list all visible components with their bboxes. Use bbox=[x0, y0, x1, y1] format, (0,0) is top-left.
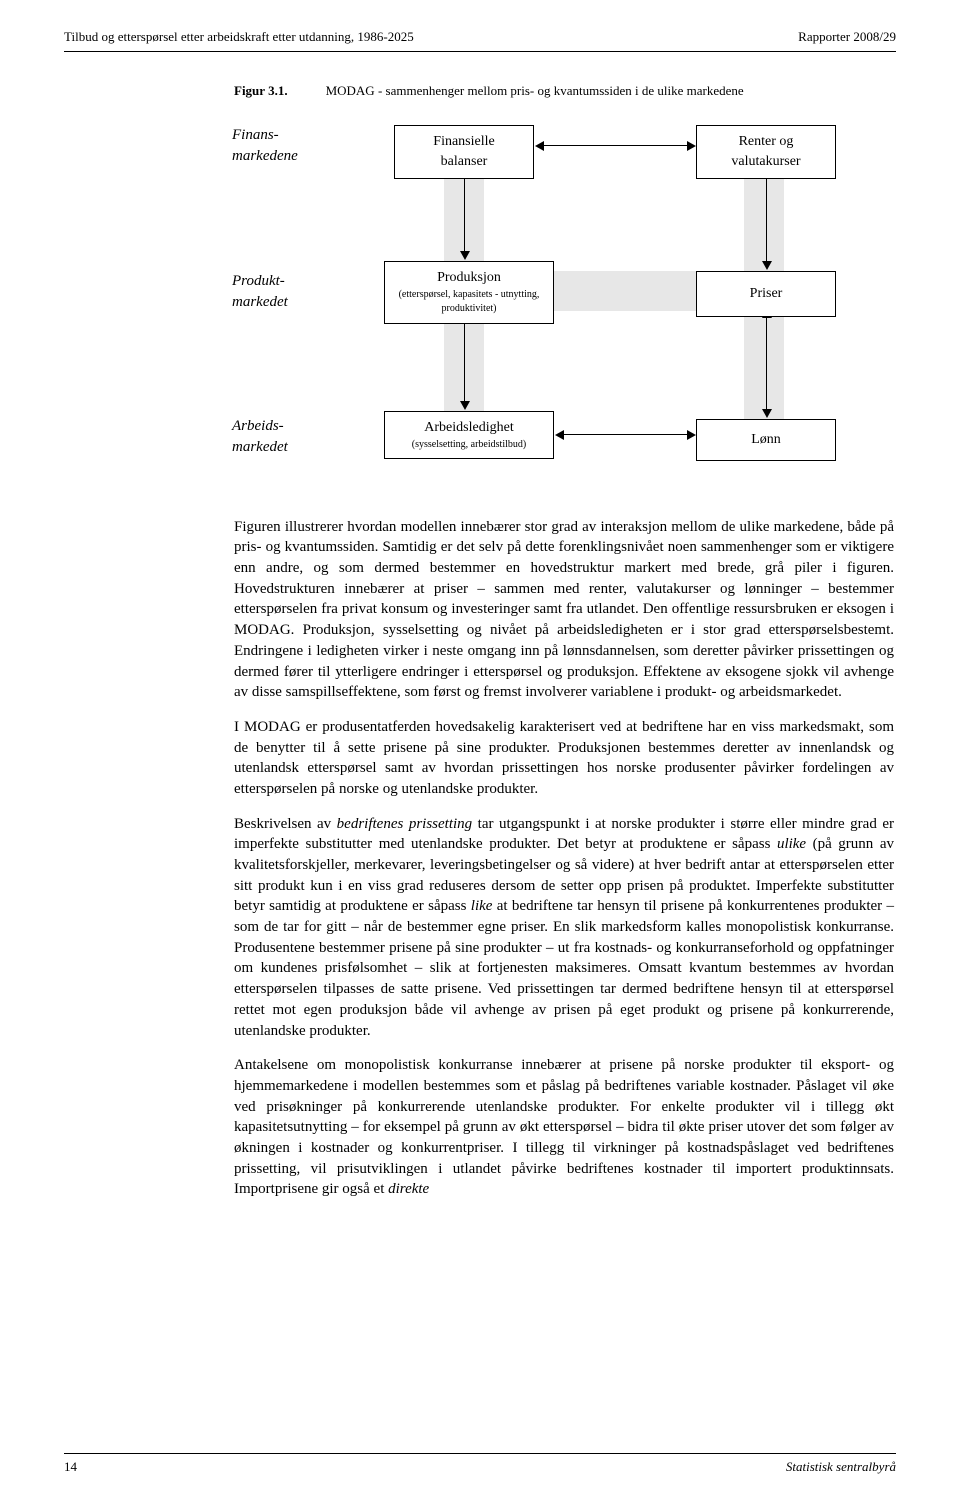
figure-caption: MODAG - sammenhenger mellom pris- og kva… bbox=[326, 82, 744, 101]
box-produksjon: Produksjon (etterspørsel, kapasitets - u… bbox=[384, 261, 554, 324]
figure-number: Figur 3.1. bbox=[234, 82, 288, 101]
box-lonn: Lønn bbox=[696, 419, 836, 461]
box-finansielle-balanser: Finansielle balanser bbox=[394, 125, 534, 180]
figure-heading: Figur 3.1. MODAG - sammenhenger mellom p… bbox=[234, 82, 896, 101]
paragraph-1: Figuren illustrerer hvordan modellen inn… bbox=[234, 517, 894, 703]
box-renter-valutakurser: Renter og valutakurser bbox=[696, 125, 836, 180]
paragraph-2: I MODAG er produsentatferden hovedsakeli… bbox=[234, 717, 894, 800]
modag-diagram: Finans- markedene Produkt- markedet Arbe… bbox=[244, 111, 884, 491]
header-title-left: Tilbud og etterspørsel etter arbeidskraf… bbox=[64, 28, 414, 47]
header-title-right: Rapporter 2008/29 bbox=[798, 28, 896, 47]
paragraph-3: Beskrivelsen av bedriftenes prissetting … bbox=[234, 814, 894, 1042]
box-priser: Priser bbox=[696, 271, 836, 317]
label-arbeidsmarkedet: Arbeids- markedet bbox=[232, 416, 352, 460]
document-footer: 14 Statistisk sentralbyrå bbox=[64, 1453, 896, 1477]
box-arbeidsledighet: Arbeidsledighet (sysselsetting, arbeidst… bbox=[384, 411, 554, 460]
document-header: Tilbud og etterspørsel etter arbeidskraf… bbox=[64, 28, 896, 52]
label-finansmarkedene: Finans- markedene bbox=[232, 125, 352, 169]
paragraph-4: Antakelsene om monopolistisk konkurranse… bbox=[234, 1055, 894, 1200]
label-produktmarkedet: Produkt- markedet bbox=[232, 271, 352, 315]
page-number: 14 bbox=[64, 1458, 77, 1477]
footer-publisher: Statistisk sentralbyrå bbox=[786, 1458, 896, 1477]
body-text: Figuren illustrerer hvordan modellen inn… bbox=[234, 517, 894, 1200]
